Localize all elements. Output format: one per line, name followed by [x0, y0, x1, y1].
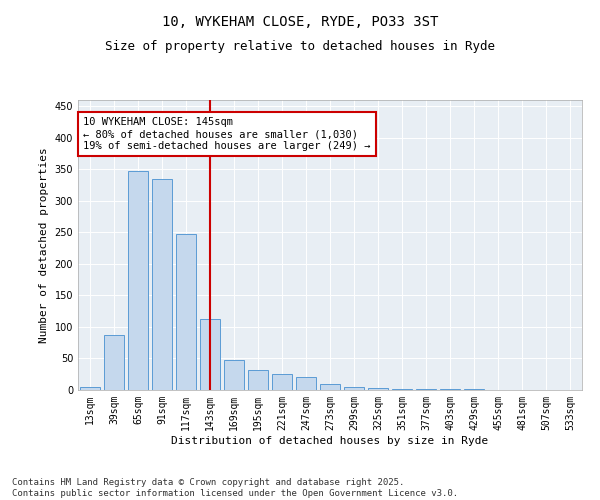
Text: 10 WYKEHAM CLOSE: 145sqm
← 80% of detached houses are smaller (1,030)
19% of sem: 10 WYKEHAM CLOSE: 145sqm ← 80% of detach… — [83, 118, 371, 150]
Text: Size of property relative to detached houses in Ryde: Size of property relative to detached ho… — [105, 40, 495, 53]
Bar — [392, 388, 412, 390]
Text: Contains HM Land Registry data © Crown copyright and database right 2025.
Contai: Contains HM Land Registry data © Crown c… — [12, 478, 458, 498]
Bar — [272, 374, 292, 390]
Bar — [320, 384, 340, 390]
Bar — [176, 234, 196, 390]
Bar — [368, 388, 388, 390]
Bar — [200, 320, 220, 390]
Bar — [224, 360, 244, 390]
Bar — [80, 387, 100, 390]
Bar — [152, 179, 172, 390]
X-axis label: Distribution of detached houses by size in Ryde: Distribution of detached houses by size … — [172, 436, 488, 446]
Bar — [344, 387, 364, 390]
Bar — [248, 370, 268, 390]
Text: 10, WYKEHAM CLOSE, RYDE, PO33 3ST: 10, WYKEHAM CLOSE, RYDE, PO33 3ST — [162, 15, 438, 29]
Bar — [296, 378, 316, 390]
Y-axis label: Number of detached properties: Number of detached properties — [39, 147, 49, 343]
Bar — [128, 170, 148, 390]
Bar — [104, 334, 124, 390]
